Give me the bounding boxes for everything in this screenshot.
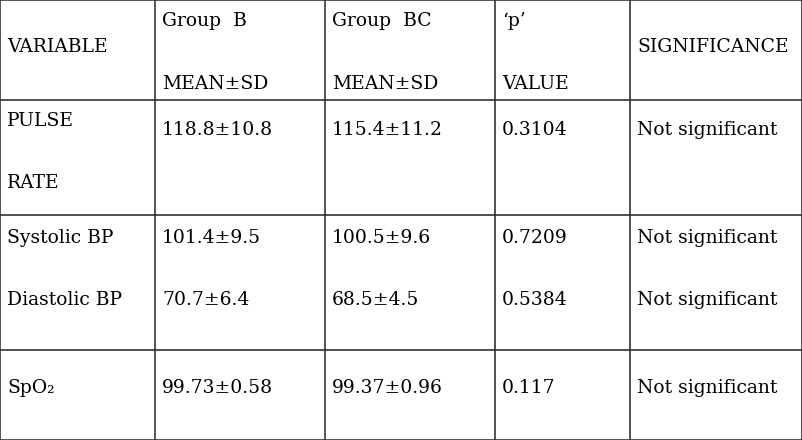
Text: ‘p’: ‘p’ xyxy=(502,12,526,30)
Text: 115.4±11.2: 115.4±11.2 xyxy=(332,121,443,139)
Text: 0.5384: 0.5384 xyxy=(502,291,568,309)
Text: Not significant: Not significant xyxy=(637,379,777,397)
Text: 68.5±4.5: 68.5±4.5 xyxy=(332,291,419,309)
Text: 0.117: 0.117 xyxy=(502,379,556,397)
Text: 118.8±10.8: 118.8±10.8 xyxy=(162,121,273,139)
Text: Not significant: Not significant xyxy=(637,121,777,139)
Text: Group  B: Group B xyxy=(162,12,247,30)
Text: 70.7±6.4: 70.7±6.4 xyxy=(162,291,249,309)
Text: MEAN±SD: MEAN±SD xyxy=(332,75,439,93)
Text: 99.37±0.96: 99.37±0.96 xyxy=(332,379,443,397)
Text: MEAN±SD: MEAN±SD xyxy=(162,75,269,93)
Text: Diastolic BP: Diastolic BP xyxy=(7,291,122,309)
Text: SpO₂: SpO₂ xyxy=(7,379,55,397)
Text: Systolic BP: Systolic BP xyxy=(7,228,113,246)
Text: VARIABLE: VARIABLE xyxy=(7,38,107,56)
Text: Not significant: Not significant xyxy=(637,291,777,309)
Text: 100.5±9.6: 100.5±9.6 xyxy=(332,228,431,246)
Text: 99.73±0.58: 99.73±0.58 xyxy=(162,379,273,397)
Text: SIGNIFICANCE: SIGNIFICANCE xyxy=(637,38,788,56)
Text: 0.7209: 0.7209 xyxy=(502,228,568,246)
Text: Group  BC: Group BC xyxy=(332,12,431,30)
Text: PULSE: PULSE xyxy=(7,111,74,129)
Text: 0.3104: 0.3104 xyxy=(502,121,568,139)
Text: Not significant: Not significant xyxy=(637,228,777,246)
Text: 101.4±9.5: 101.4±9.5 xyxy=(162,228,261,246)
Text: VALUE: VALUE xyxy=(502,75,569,93)
Text: RATE: RATE xyxy=(7,174,59,192)
